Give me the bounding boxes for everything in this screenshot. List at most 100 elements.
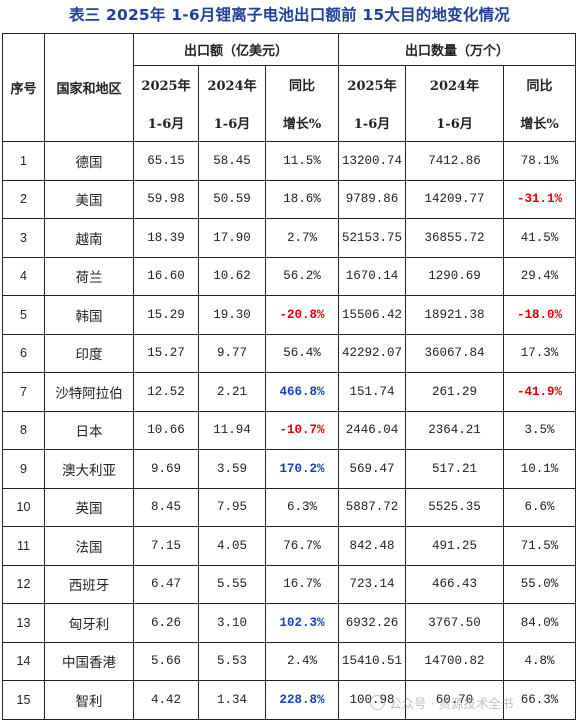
table-row: 1 德国 65.15 58.45 11.5% 13200.74 7412.86 … [2, 141, 577, 181]
header-value-2025: 2025年 [133, 65, 199, 104]
row-region: 英国 [44, 487, 134, 527]
header-value-2024-period: 1-6月 [198, 103, 266, 142]
volume-2024: 3767.50 [405, 603, 505, 643]
volume-2025: 151.74 [338, 372, 407, 412]
header-value-yoy-growth: 增长% [264, 103, 340, 142]
header-volume-2024-period: 1-6月 [405, 103, 505, 142]
table-row: 7 沙特阿拉伯 12.52 2.21 466.8% 151.74 261.29 … [2, 372, 577, 412]
volume-growth: 17.3% [503, 333, 577, 373]
value-2025: 15.29 [133, 295, 199, 335]
value-2024: 58.45 [198, 141, 266, 181]
row-region: 日本 [44, 410, 134, 450]
volume-2025: 1670.14 [338, 256, 407, 296]
volume-2024: 14700.82 [405, 641, 505, 681]
value-2025: 18.39 [133, 218, 199, 258]
volume-2024: 261.29 [405, 372, 505, 412]
volume-growth: -31.1% [503, 179, 577, 219]
table-row: 12 西班牙 6.47 5.55 16.7% 723.14 466.43 55.… [2, 564, 577, 604]
table-row: 14 中国香港 5.66 5.53 2.4% 15410.51 14700.82… [2, 641, 577, 681]
header-volume-2024: 2024年 [405, 65, 505, 104]
header-value-yoy: 同比 [264, 65, 340, 104]
value-2025: 16.60 [133, 256, 199, 296]
volume-growth: 71.5% [503, 526, 577, 566]
table-row: 5 韩国 15.29 19.30 -20.8% 15506.42 18921.3… [2, 295, 577, 335]
volume-growth: 4.8% [503, 641, 577, 681]
value-growth: 16.7% [264, 564, 340, 604]
value-2025: 6.47 [133, 564, 199, 604]
value-growth: 18.6% [264, 179, 340, 219]
volume-2025: 15410.51 [338, 641, 407, 681]
volume-growth: 10.1% [503, 449, 577, 489]
row-region: 法国 [44, 526, 134, 566]
volume-growth: 66.3% [503, 680, 577, 720]
volume-2025: 13200.74 [338, 141, 407, 181]
value-growth: 56.2% [264, 256, 340, 296]
row-region: 西班牙 [44, 564, 134, 604]
row-region: 中国香港 [44, 641, 134, 681]
row-index: 9 [2, 449, 45, 489]
header-export-value: 出口额（亿美元） [132, 33, 340, 66]
value-2024: 1.34 [198, 680, 266, 720]
value-2025: 9.69 [133, 449, 199, 489]
value-2025: 65.15 [133, 141, 199, 181]
header-volume-2025: 2025年 [338, 65, 407, 104]
value-2024: 3.10 [198, 603, 266, 643]
table-row: 15 智利 4.42 1.34 228.8% 100.98 60.70 66.3… [2, 680, 577, 720]
header-region: 国家和地区 [44, 33, 134, 142]
value-2024: 10.62 [198, 256, 266, 296]
row-region: 韩国 [44, 295, 134, 335]
value-growth: 76.7% [264, 526, 340, 566]
volume-2024: 491.25 [405, 526, 505, 566]
volume-growth: -41.9% [503, 372, 577, 412]
row-index: 5 [2, 295, 45, 335]
row-index: 7 [2, 372, 45, 412]
value-2025: 5.66 [133, 641, 199, 681]
row-index: 12 [2, 564, 45, 604]
volume-growth: 29.4% [503, 256, 577, 296]
row-region: 荷兰 [44, 256, 134, 296]
header-volume-yoy: 同比 [503, 65, 577, 104]
table-row: 6 印度 15.27 9.77 56.4% 42292.07 36067.84 … [2, 333, 577, 373]
header-index: 序号 [2, 33, 45, 142]
value-growth: 11.5% [264, 141, 340, 181]
header-export-volume: 出口数量（万个） [338, 33, 577, 66]
value-growth: 228.8% [264, 680, 340, 720]
value-2024: 17.90 [198, 218, 266, 258]
volume-2024: 36855.72 [405, 218, 505, 258]
volume-2025: 9789.86 [338, 179, 407, 219]
table-row: 2 美国 59.98 50.59 18.6% 9789.86 14209.77 … [2, 179, 577, 219]
value-2024: 2.21 [198, 372, 266, 412]
row-region: 印度 [44, 333, 134, 373]
volume-2025: 723.14 [338, 564, 407, 604]
value-growth: -20.8% [264, 295, 340, 335]
row-region: 澳大利亚 [44, 449, 134, 489]
value-2025: 15.27 [133, 333, 199, 373]
volume-2025: 42292.07 [338, 333, 407, 373]
row-index: 11 [2, 526, 45, 566]
value-growth: -10.7% [264, 410, 340, 450]
row-region: 沙特阿拉伯 [44, 372, 134, 412]
watermark: 公众号 · 资源技术全书 [370, 692, 575, 716]
row-index: 3 [2, 218, 45, 258]
value-2025: 10.66 [133, 410, 199, 450]
value-growth: 170.2% [264, 449, 340, 489]
row-index: 6 [2, 333, 45, 373]
row-index: 4 [2, 256, 45, 296]
volume-growth: 78.1% [503, 141, 577, 181]
value-2025: 12.52 [133, 372, 199, 412]
volume-2024: 2364.21 [405, 410, 505, 450]
volume-2024: 7412.86 [405, 141, 505, 181]
volume-2025: 842.48 [338, 526, 407, 566]
volume-2025: 15506.42 [338, 295, 407, 335]
wechat-icon [370, 695, 385, 710]
value-2024: 5.55 [198, 564, 266, 604]
row-region: 美国 [44, 179, 134, 219]
table-row: 4 荷兰 16.60 10.62 56.2% 1670.14 1290.69 2… [2, 256, 577, 296]
value-2025: 4.42 [133, 680, 199, 720]
volume-2025: 2446.04 [338, 410, 407, 450]
table-row: 10 英国 8.45 7.95 6.3% 5887.72 5525.35 6.6… [2, 487, 577, 527]
value-2024: 50.59 [198, 179, 266, 219]
volume-2025: 6932.26 [338, 603, 407, 643]
table-body: 1 德国 65.15 58.45 11.5% 13200.74 7412.86 … [2, 141, 577, 720]
value-2024: 3.59 [198, 449, 266, 489]
